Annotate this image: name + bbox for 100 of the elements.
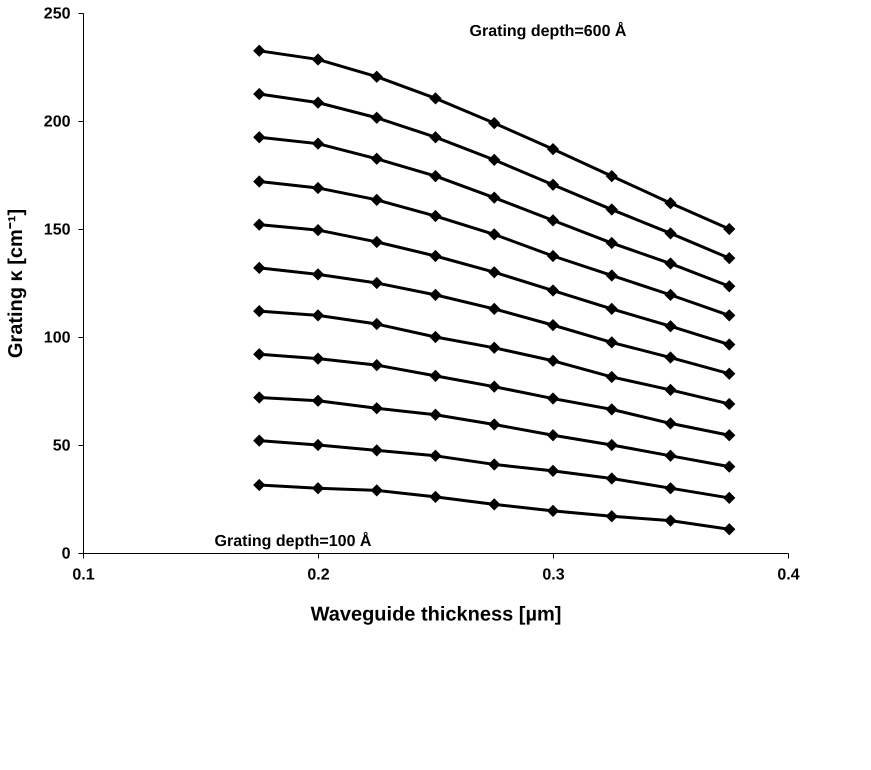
- point: [606, 203, 618, 216]
- annotation: Grating depth=600 Å: [470, 21, 627, 40]
- point: [723, 338, 736, 351]
- point: [723, 222, 736, 236]
- point: [723, 252, 736, 264]
- point: [488, 498, 500, 511]
- y-tick-label: 200: [44, 114, 71, 130]
- point: [253, 175, 266, 188]
- point: [429, 490, 442, 503]
- point: [488, 458, 500, 471]
- point: [253, 218, 266, 231]
- point: [723, 492, 736, 504]
- point: [723, 523, 736, 536]
- point: [312, 482, 324, 494]
- point: [312, 309, 324, 322]
- x-tick-label: 0.1: [72, 566, 95, 584]
- point: [664, 482, 677, 494]
- point: [606, 438, 618, 452]
- point: [429, 131, 442, 144]
- point: [664, 196, 677, 210]
- point: [370, 194, 383, 206]
- point: [546, 142, 560, 156]
- point: [370, 152, 383, 165]
- point: [488, 228, 500, 241]
- point: [488, 302, 500, 316]
- point: [488, 266, 500, 278]
- point: [488, 117, 500, 130]
- point: [312, 96, 324, 109]
- point: [664, 227, 677, 240]
- point: [664, 320, 677, 332]
- point: [312, 138, 324, 150]
- point: [429, 210, 442, 222]
- point: [546, 250, 560, 262]
- point: [312, 224, 324, 236]
- point: [664, 417, 677, 430]
- y-tick-label: 0: [62, 546, 71, 562]
- point: [253, 44, 266, 57]
- point: [664, 514, 677, 527]
- point: [664, 384, 677, 396]
- point: [370, 112, 383, 124]
- point: [488, 154, 500, 166]
- point: [429, 450, 442, 462]
- point: [606, 170, 618, 182]
- point: [606, 510, 618, 522]
- point: [253, 391, 266, 404]
- point: [370, 358, 383, 372]
- point: [546, 214, 560, 226]
- point: [312, 352, 324, 365]
- point: [606, 403, 618, 416]
- annotation: Grating depth=100 Å: [214, 531, 372, 550]
- point: [370, 444, 383, 457]
- point: [488, 418, 500, 431]
- x-tick-label: 0.2: [307, 566, 330, 584]
- point: [488, 192, 500, 204]
- point: [429, 288, 442, 302]
- point: [723, 280, 736, 292]
- point: [429, 170, 442, 182]
- point: [606, 236, 618, 250]
- point: [253, 88, 266, 100]
- point: [546, 284, 560, 297]
- point: [253, 434, 266, 447]
- y-tick-label: 100: [44, 330, 71, 346]
- point: [253, 262, 266, 274]
- point: [312, 268, 324, 280]
- point: [723, 429, 736, 442]
- point: [546, 392, 560, 405]
- point: [370, 402, 383, 414]
- y-tick-label: 50: [52, 438, 71, 454]
- y-tick-label: 150: [44, 222, 71, 238]
- y-tick-label: 250: [44, 6, 71, 22]
- point: [606, 370, 618, 384]
- point: [488, 342, 500, 354]
- point: [664, 450, 677, 462]
- point: [723, 309, 736, 322]
- point: [664, 351, 677, 364]
- point: [606, 336, 618, 349]
- x-tick-label: 0.4: [777, 566, 800, 584]
- point: [429, 92, 442, 104]
- point: [370, 484, 383, 496]
- point: [546, 318, 560, 332]
- point: [370, 276, 383, 290]
- point: [606, 269, 618, 282]
- point: [546, 354, 560, 367]
- point: [606, 472, 618, 485]
- point: [723, 460, 736, 473]
- point: [370, 236, 383, 248]
- point: [429, 408, 442, 421]
- point: [253, 304, 266, 318]
- point: [429, 250, 442, 262]
- x-tick-label: 0.3: [542, 566, 565, 584]
- point: [664, 288, 677, 302]
- point: [253, 131, 266, 144]
- point: [723, 398, 736, 410]
- point: [429, 370, 442, 382]
- y-axis-title: Grating κ [cm⁻¹]: [4, 208, 27, 358]
- point: [312, 182, 324, 194]
- point: [546, 429, 560, 442]
- point: [370, 70, 383, 83]
- point: [253, 478, 266, 492]
- point: [546, 464, 560, 478]
